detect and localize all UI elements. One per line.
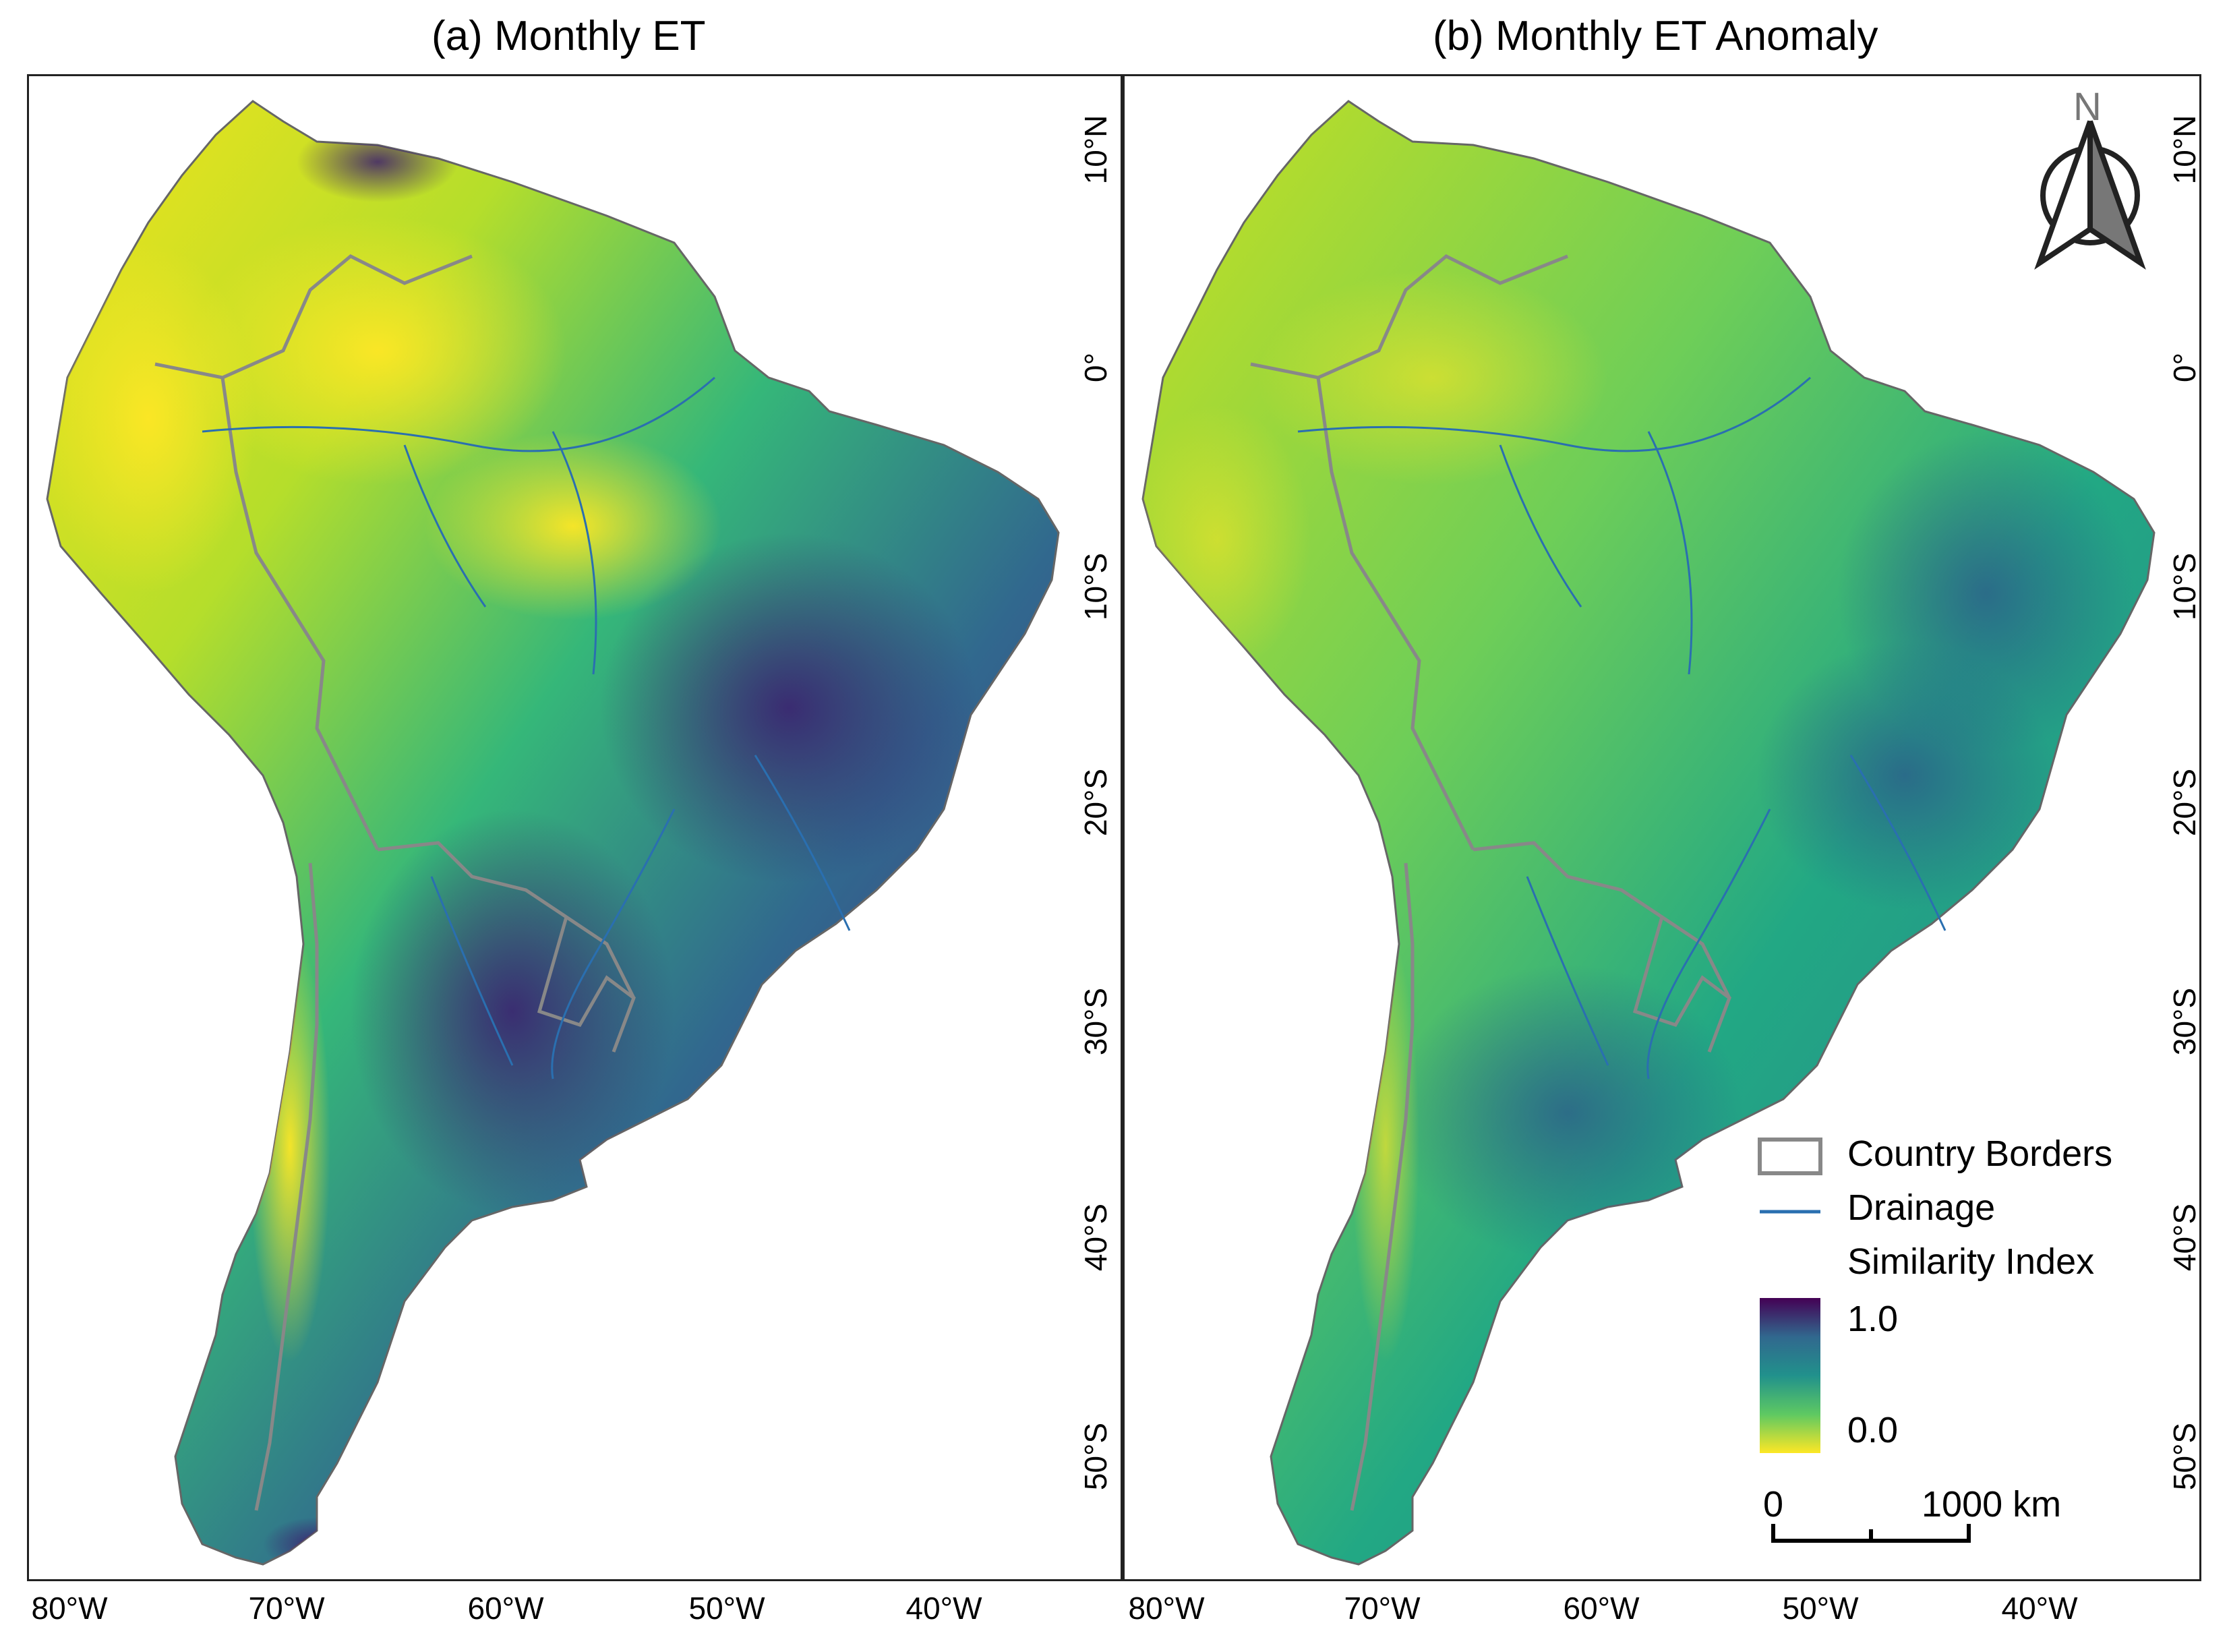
lon-label: 80°W <box>31 1591 108 1626</box>
lat-label: 30°S <box>2167 987 2202 1056</box>
legend-border-swatch <box>1758 1138 1822 1175</box>
legend-drainage-label: Drainage <box>1847 1187 1996 1228</box>
lat-label: 20°S <box>1078 768 1113 837</box>
north-arrow-icon <box>2034 120 2146 270</box>
panel-a-title: (a) Monthly ET <box>432 13 706 59</box>
continent-b <box>1141 100 2156 1566</box>
lon-label: 40°W <box>905 1591 982 1626</box>
lat-label: 50°S <box>2167 1422 2202 1491</box>
lon-label: 70°W <box>1344 1591 1421 1626</box>
lat-label: 0° <box>2167 353 2202 382</box>
lon-label: 40°W <box>2001 1591 2078 1626</box>
lat-label: 10°S <box>1078 552 1113 621</box>
lon-label: 80°W <box>1128 1591 1205 1626</box>
legend-border-label: Country Borders <box>1847 1133 2113 1174</box>
legend-index-title: Similarity Index <box>1847 1241 2095 1282</box>
lat-label: 40°S <box>1078 1203 1113 1272</box>
legend-min-label: 0.0 <box>1847 1410 1899 1450</box>
north-label: N <box>2073 85 2102 129</box>
scale-bar <box>1771 1524 1971 1543</box>
lon-label: 50°W <box>1782 1591 1859 1626</box>
lat-label: 30°S <box>1078 987 1113 1056</box>
lon-label: 50°W <box>688 1591 765 1626</box>
legend-colorbar <box>1760 1298 1820 1453</box>
lat-label: 10°S <box>2167 552 2202 621</box>
scale-zero-label: 0 <box>1763 1484 1784 1525</box>
lat-label: 40°S <box>2167 1203 2202 1272</box>
scale-distance-label: 1000 km <box>1922 1484 2062 1525</box>
continent-a <box>46 100 1060 1566</box>
lon-label: 60°W <box>467 1591 544 1626</box>
lat-label: 50°S <box>1078 1422 1113 1491</box>
lat-label: 0° <box>1078 353 1113 382</box>
lat-label: 20°S <box>2167 768 2202 837</box>
lat-label: 10°N <box>2167 115 2202 185</box>
panel-b-title: (b) Monthly ET Anomaly <box>1433 13 1878 59</box>
legend-max-label: 1.0 <box>1847 1299 1899 1339</box>
lon-label: 70°W <box>248 1591 325 1626</box>
lon-label: 60°W <box>1563 1591 1640 1626</box>
lat-label: 10°N <box>1078 115 1113 185</box>
